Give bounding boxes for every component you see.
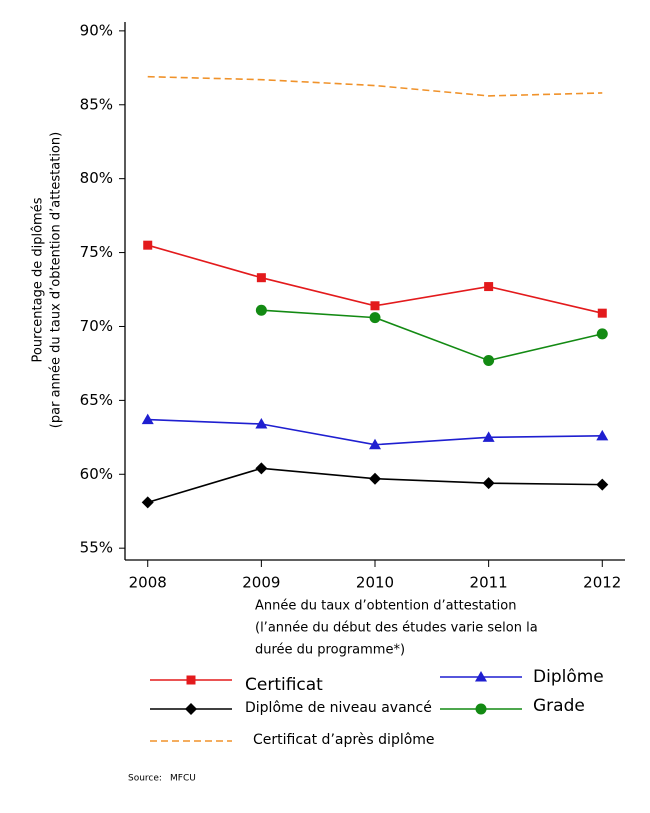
series-line <box>261 309 603 362</box>
source: MFCU <box>170 774 196 784</box>
marker <box>369 312 381 324</box>
legend-label: Certificat <box>245 675 323 695</box>
y-tick-label: 75% <box>80 243 113 261</box>
marker <box>484 282 494 292</box>
x-tick-label: 2010 <box>356 574 394 592</box>
marker <box>256 273 266 283</box>
legend-label: Grade <box>533 696 585 716</box>
marker <box>482 477 495 490</box>
marker <box>475 671 487 682</box>
x-axis-title: Année du taux d’obtention d’attestation <box>255 599 517 614</box>
marker <box>255 418 268 429</box>
y-tick-label: 70% <box>80 317 113 335</box>
marker <box>482 431 495 442</box>
marker <box>597 308 607 318</box>
marker <box>185 703 197 715</box>
x-axis-title: durée du programme*) <box>255 643 405 658</box>
marker <box>255 462 268 475</box>
marker <box>141 496 154 509</box>
marker <box>186 675 196 685</box>
y-tick-label: 55% <box>80 539 113 557</box>
y-tick-label: 90% <box>80 21 113 39</box>
x-tick-label: 2011 <box>470 574 508 592</box>
marker <box>143 240 153 250</box>
marker <box>370 301 380 311</box>
x-axis-title: (l’année du début des études varie selon… <box>255 621 538 636</box>
marker <box>483 354 495 366</box>
marker <box>141 413 154 425</box>
y-axis-title: (par année du taux d’obtention d’attesta… <box>49 132 64 428</box>
marker <box>596 429 609 441</box>
marker <box>369 438 381 450</box>
legend-label: Certificat d’après diplôme <box>253 732 435 748</box>
marker <box>596 328 608 340</box>
x-tick-label: 2009 <box>242 574 280 592</box>
marker <box>475 703 487 715</box>
marker <box>369 472 381 485</box>
legend-label: Diplôme de niveau avancé <box>245 700 432 716</box>
x-tick-label: 2012 <box>583 574 621 592</box>
y-tick-label: 65% <box>80 391 113 409</box>
x-tick-label: 2008 <box>129 574 167 592</box>
y-tick-label: 60% <box>80 465 113 483</box>
series-line <box>147 75 603 97</box>
source-label: Source: <box>128 774 162 784</box>
y-tick-label: 85% <box>80 95 113 113</box>
y-tick-label: 80% <box>80 169 113 187</box>
legend-label: Diplôme <box>533 667 604 687</box>
marker <box>255 304 267 316</box>
marker <box>596 478 609 491</box>
y-axis-title: Pourcentage de diplômés <box>31 197 46 362</box>
